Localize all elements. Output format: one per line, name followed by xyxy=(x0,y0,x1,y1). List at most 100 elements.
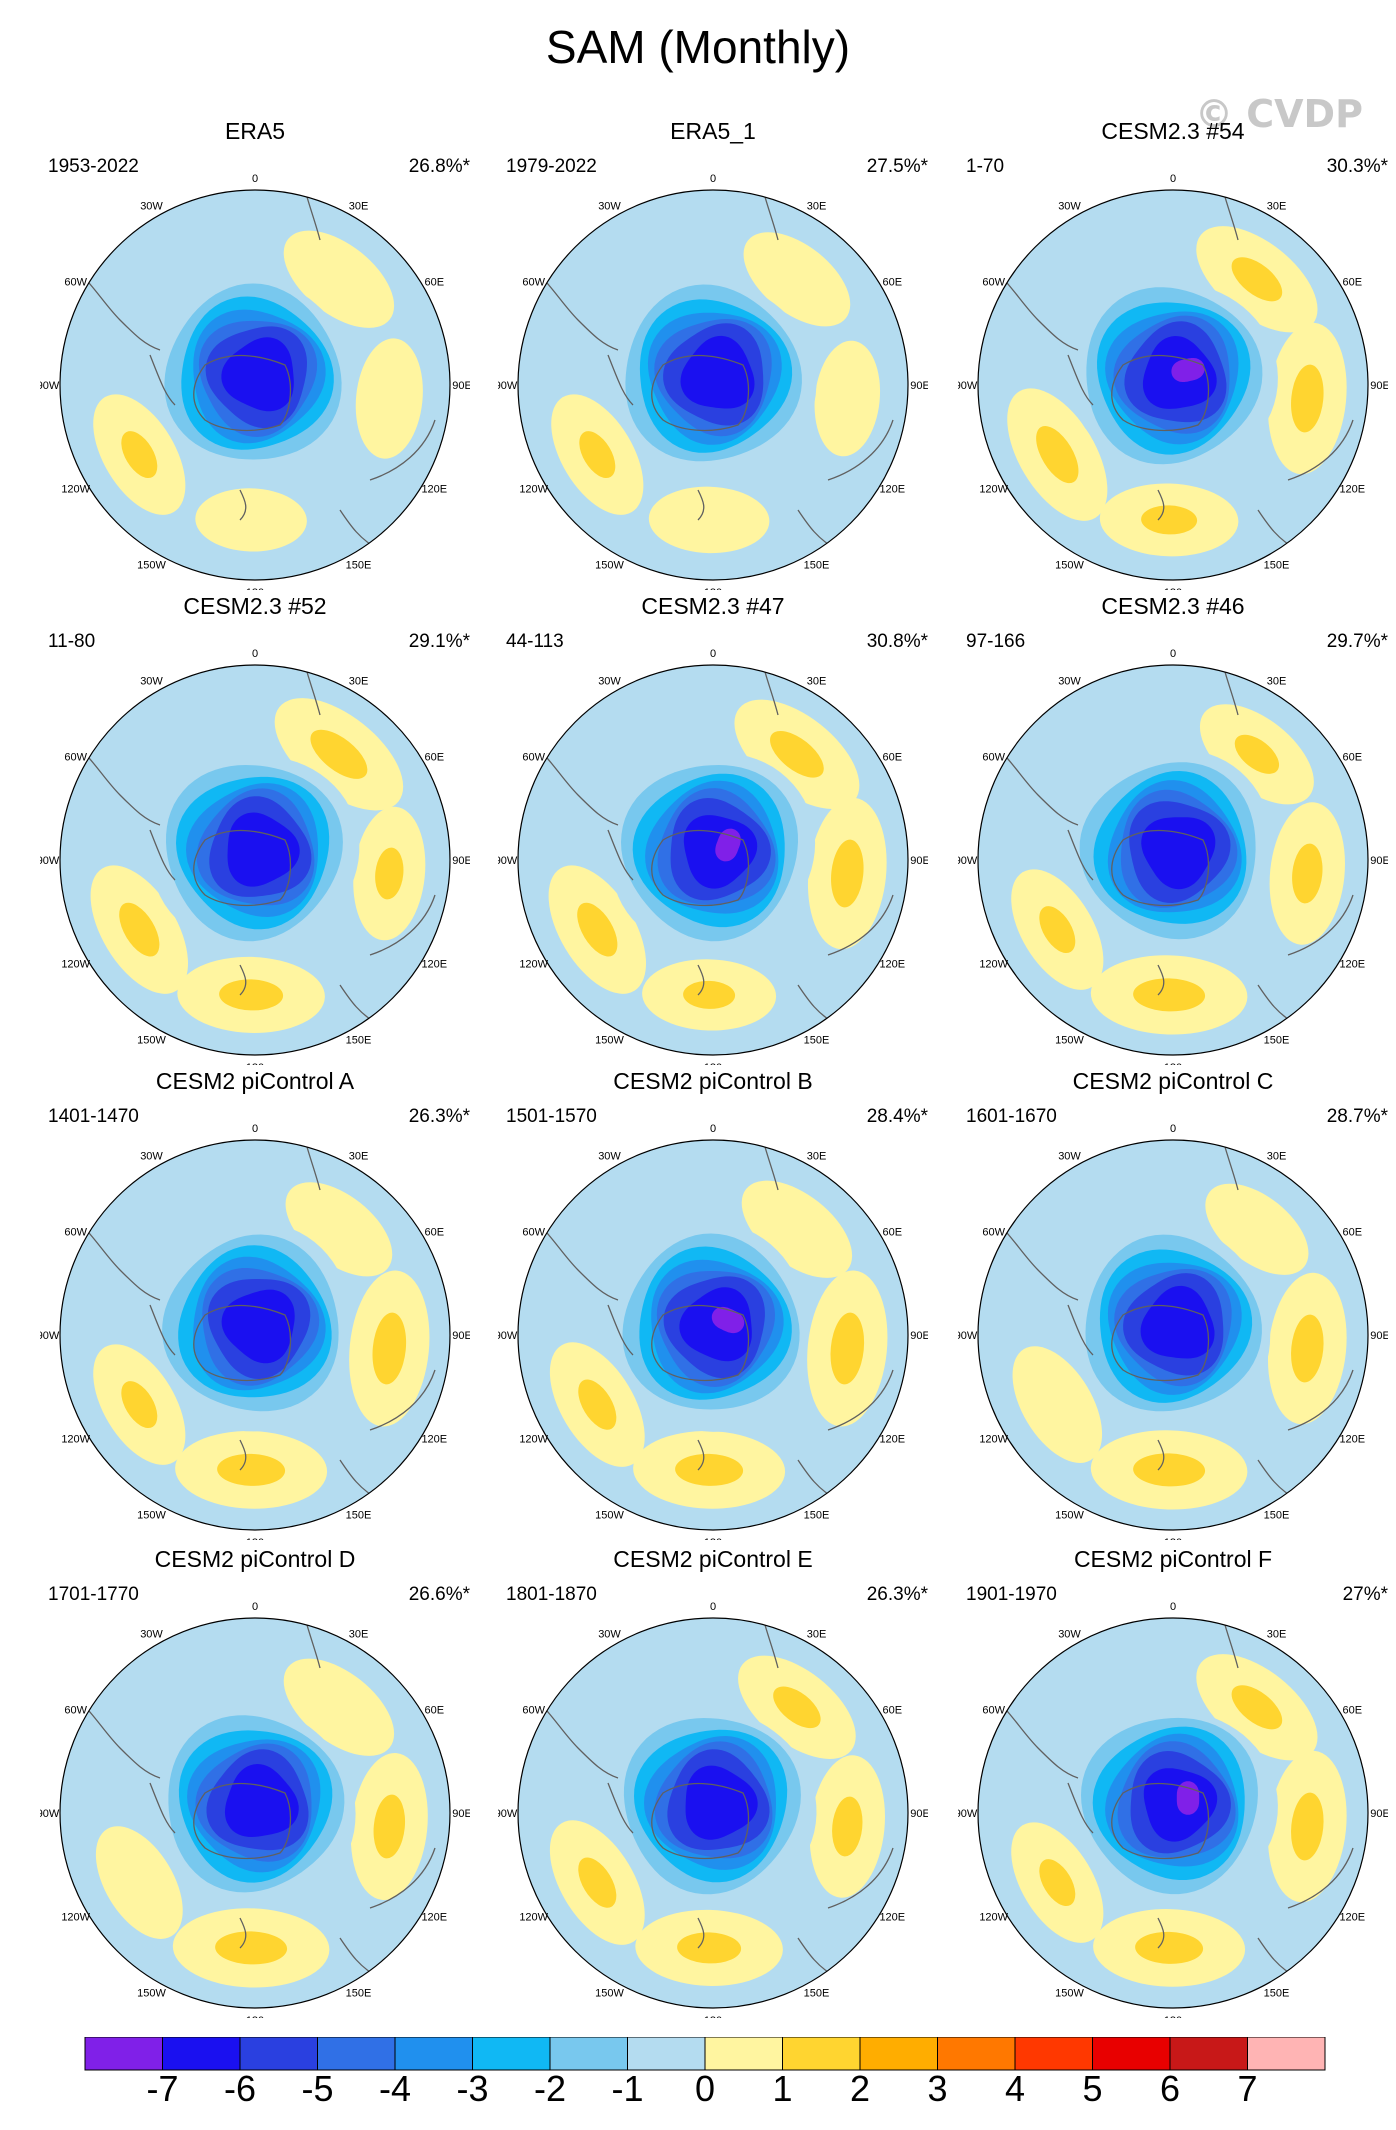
longitude-label: 60W xyxy=(982,1705,1005,1717)
longitude-label: 0 xyxy=(252,648,258,660)
longitude-label: 120E xyxy=(421,484,447,496)
longitude-label: 90E xyxy=(452,1808,470,1820)
coastline xyxy=(607,354,634,406)
colorbar-swatch xyxy=(317,2037,396,2071)
longitude-label: 150E xyxy=(804,1034,830,1046)
positive-anomaly-core xyxy=(1039,1859,1076,1907)
longitude-label: 30E xyxy=(349,201,369,213)
panel-years: 1-70 xyxy=(966,156,1005,177)
coastline xyxy=(1287,894,1354,956)
longitude-label: 150W xyxy=(137,559,166,571)
longitude-label: 90E xyxy=(452,1330,470,1342)
colorbar-swatch xyxy=(1014,2037,1093,2071)
panel-title: CESM2.3 #52 xyxy=(183,593,327,619)
longitude-label: 180 xyxy=(704,1062,722,1065)
panel-variance: 26.3%* xyxy=(866,1584,928,1605)
negative-anomaly-contour xyxy=(1140,1285,1215,1359)
panel-title: CESM2 piControl E xyxy=(613,1546,813,1572)
map-boundary xyxy=(517,664,909,1056)
longitude-label: 120W xyxy=(61,1912,90,1924)
coastline xyxy=(1111,354,1210,432)
longitude-label: 180 xyxy=(246,1537,264,1540)
longitude-label: 120E xyxy=(879,959,905,971)
colorbar-swatch xyxy=(1092,2037,1171,2071)
positive-anomaly-lobe xyxy=(648,486,770,554)
positive-anomaly-core xyxy=(1292,843,1323,904)
longitude-label: 60E xyxy=(883,1227,903,1239)
longitude-label: 120E xyxy=(1339,484,1365,496)
longitude-label: 180 xyxy=(246,2015,264,2018)
longitude-label: 60W xyxy=(982,277,1005,289)
longitude-label: 180 xyxy=(1164,1537,1182,1540)
map-panel: CESM2 piControl F 1901-1970 27%* 0 30E 60E 90E… xyxy=(958,1546,1388,2018)
longitude-label: 90E xyxy=(910,855,928,867)
panel-title: CESM2 piControl B xyxy=(613,1068,813,1094)
colorbar-swatch xyxy=(162,2037,241,2071)
coastline xyxy=(369,894,436,956)
colorbar-swatch xyxy=(937,2037,1016,2071)
colorbar-label: -5 xyxy=(301,2068,334,2109)
coastline xyxy=(827,1369,894,1431)
longitude-label: 180 xyxy=(1164,2015,1182,2018)
coastline xyxy=(757,1618,779,1669)
longitude-label: 120E xyxy=(1339,959,1365,971)
positive-anomaly-core xyxy=(1291,1792,1324,1861)
longitude-label: 180 xyxy=(1164,587,1182,590)
longitude-label: 30W xyxy=(140,1629,163,1641)
longitude-label: 60W xyxy=(64,277,87,289)
coastline xyxy=(193,354,292,432)
coastline xyxy=(149,1304,176,1356)
panel-years: 1901-1970 xyxy=(966,1584,1057,1605)
panel-variance: 26.6%* xyxy=(408,1584,470,1605)
longitude-label: 150E xyxy=(346,559,372,571)
positive-anomaly-core xyxy=(121,431,158,479)
longitude-label: 120W xyxy=(979,1912,1008,1924)
negative-anomaly-contour xyxy=(221,1289,295,1364)
coastline xyxy=(757,190,779,241)
colorbar-swatch xyxy=(1169,2037,1248,2071)
colorbar-label: -4 xyxy=(378,2068,411,2109)
longitude-label: 90W xyxy=(958,1330,978,1342)
longitude-label: 180 xyxy=(246,587,264,590)
longitude-label: 150W xyxy=(1055,1034,1084,1046)
polar-map: 0 30E 60E 90E 120E 150E 180 150W 120W 90W 60W 30W xyxy=(40,173,470,590)
map-boundary xyxy=(59,1139,451,1531)
panel-years: 1501-1570 xyxy=(506,1106,597,1127)
map-boundary xyxy=(517,189,909,581)
longitude-label: 30E xyxy=(807,201,827,213)
positive-anomaly-core xyxy=(1133,978,1206,1012)
coastline xyxy=(607,829,634,881)
panel-years: 1401-1470 xyxy=(48,1106,139,1127)
polar-map: 0 30E 60E 90E 120E 150E 180 150W 120W 90W 60W 30W xyxy=(498,1123,928,1540)
longitude-label: 30W xyxy=(1058,1629,1081,1641)
map-boundary xyxy=(517,1617,909,2009)
positive-anomaly-core xyxy=(119,902,160,957)
positive-anomaly-core xyxy=(1291,1314,1324,1383)
polar-map: 0 30E 60E 90E 120E 150E 180 150W 120W 90W 60W 30W xyxy=(498,173,928,590)
coastline xyxy=(757,665,779,716)
longitude-label: 60E xyxy=(425,277,445,289)
coastline xyxy=(1157,964,1165,996)
longitude-label: 0 xyxy=(710,173,716,185)
longitude-label: 120E xyxy=(421,1434,447,1446)
longitude-label: 180 xyxy=(704,587,722,590)
coastline xyxy=(299,190,321,241)
strongest-negative-core xyxy=(1171,358,1205,382)
longitude-label: 60E xyxy=(425,1705,445,1717)
panel-title: CESM2 piControl F xyxy=(1073,1546,1273,1572)
positive-anomaly-lobe xyxy=(741,1180,853,1278)
longitude-label: 60W xyxy=(982,752,1005,764)
coastline xyxy=(1157,1439,1165,1471)
positive-anomaly-core xyxy=(770,731,824,778)
polar-map: 0 30E 60E 90E 120E 150E 180 150W 120W 90W 60W 30W xyxy=(40,648,470,1065)
longitude-label: 120W xyxy=(519,1434,548,1446)
positive-anomaly-core xyxy=(773,1686,821,1729)
longitude-label: 30E xyxy=(807,1151,827,1163)
coastline xyxy=(827,1847,894,1909)
panel-variance: 27.5%* xyxy=(866,156,928,177)
longitude-label: 60E xyxy=(425,752,445,764)
longitude-label: 0 xyxy=(252,1601,258,1613)
longitude-label: 150W xyxy=(1055,1987,1084,1999)
positive-anomaly-lobe xyxy=(743,232,851,327)
coastline xyxy=(1287,419,1354,481)
